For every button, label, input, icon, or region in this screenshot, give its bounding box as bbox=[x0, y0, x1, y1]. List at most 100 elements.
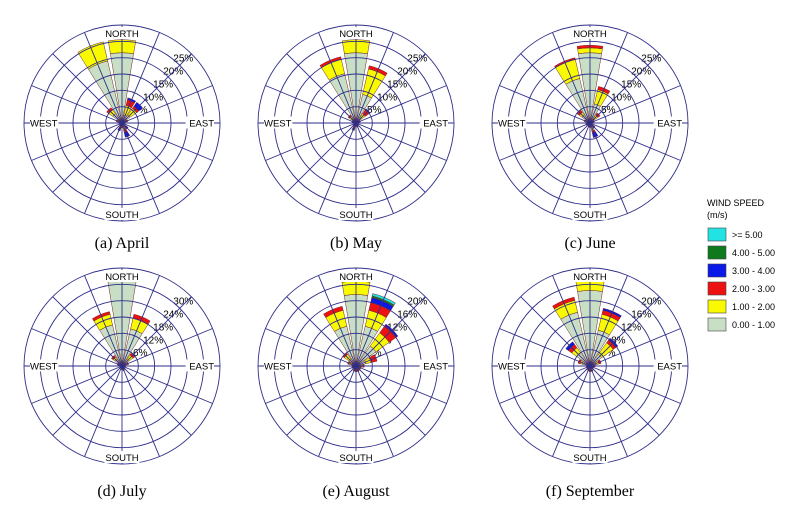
grid-spoke bbox=[121, 275, 160, 367]
grid-spoke bbox=[286, 365, 357, 436]
direction-label: WEST bbox=[264, 119, 292, 130]
direction-label-bg bbox=[572, 208, 608, 220]
grid-spoke bbox=[499, 365, 591, 404]
grid-spoke bbox=[355, 365, 394, 457]
grid-spoke bbox=[265, 122, 357, 161]
ring-label: 6% bbox=[133, 348, 148, 359]
ring-label: 12% bbox=[143, 335, 163, 346]
ring-label: 30% bbox=[173, 297, 193, 308]
direction-label-bg bbox=[185, 116, 214, 129]
direction-label-bg bbox=[572, 270, 608, 282]
grid-spoke bbox=[499, 122, 591, 161]
ring-label: 20% bbox=[407, 297, 427, 308]
direction-label: EAST bbox=[657, 119, 682, 130]
direction-label: SOUTH bbox=[339, 453, 372, 464]
petal-segment bbox=[77, 41, 108, 70]
direction-label-bg bbox=[498, 116, 527, 129]
panel-caption: (e) August bbox=[322, 483, 390, 500]
direction-label-bg bbox=[338, 27, 374, 39]
grid-spoke bbox=[52, 296, 123, 367]
grid-spoke bbox=[286, 296, 357, 367]
grid-spoke bbox=[318, 365, 357, 457]
direction-label: EAST bbox=[189, 362, 214, 373]
direction-label-bg bbox=[653, 116, 682, 129]
grid-spoke bbox=[552, 122, 591, 214]
legend-label: 2.00 - 3.00 bbox=[732, 284, 775, 294]
grid-spoke bbox=[31, 122, 123, 161]
grid-spoke bbox=[589, 122, 681, 161]
grid-spoke bbox=[499, 328, 591, 367]
legend-swatch bbox=[707, 317, 727, 332]
ring-label: 4% bbox=[601, 348, 616, 359]
grid-spoke bbox=[589, 32, 628, 124]
grid-spoke bbox=[84, 275, 123, 367]
legend-label: 1.00 - 2.00 bbox=[732, 302, 775, 312]
grid-spoke bbox=[52, 53, 123, 124]
grid-spoke bbox=[355, 365, 426, 436]
grid-spoke bbox=[499, 85, 591, 124]
direction-label-bg bbox=[572, 27, 608, 39]
direction-label: SOUTH bbox=[573, 210, 606, 221]
direction-label: NORTH bbox=[105, 272, 139, 283]
grid-spoke bbox=[265, 85, 357, 124]
direction-label: NORTH bbox=[573, 272, 607, 283]
grid-spoke bbox=[589, 53, 660, 124]
legend-swatch bbox=[707, 227, 727, 242]
direction-label-bg bbox=[185, 359, 214, 372]
grid-spoke bbox=[552, 275, 591, 367]
grid-spoke bbox=[355, 122, 426, 193]
grid-spoke bbox=[31, 365, 123, 404]
legend-label: 4.00 - 5.00 bbox=[732, 248, 775, 258]
direction-label-bg bbox=[264, 116, 293, 129]
ring-label: 4% bbox=[367, 348, 382, 359]
ring-label: 25% bbox=[641, 54, 661, 65]
grid-spoke bbox=[589, 365, 628, 457]
ring-label: 5% bbox=[601, 105, 616, 116]
direction-label-bg bbox=[338, 208, 374, 220]
grid-spoke bbox=[286, 53, 357, 124]
ring-label: 15% bbox=[621, 79, 641, 90]
legend-title: WIND SPEED bbox=[707, 198, 765, 208]
direction-label: NORTH bbox=[105, 29, 139, 40]
grid-spoke bbox=[355, 275, 394, 367]
ring-label: 5% bbox=[133, 105, 148, 116]
grid-spoke bbox=[84, 122, 123, 214]
grid-spoke bbox=[318, 275, 357, 367]
ring-label: 25% bbox=[407, 54, 427, 65]
grid-spoke bbox=[265, 328, 357, 367]
direction-label: NORTH bbox=[573, 29, 607, 40]
grid-spoke bbox=[121, 328, 213, 367]
grid-spoke bbox=[520, 53, 591, 124]
grid-spoke bbox=[121, 122, 192, 193]
direction-label: EAST bbox=[423, 362, 448, 373]
grid-spoke bbox=[286, 122, 357, 193]
direction-label-bg bbox=[498, 359, 527, 372]
legend-label: 3.00 - 4.00 bbox=[732, 266, 775, 276]
direction-label: WEST bbox=[498, 362, 526, 373]
direction-label-bg bbox=[338, 270, 374, 282]
grid-spoke bbox=[589, 275, 628, 367]
ring-label: 15% bbox=[153, 79, 173, 90]
panel-caption: (d) July bbox=[97, 483, 146, 500]
grid-spoke bbox=[520, 296, 591, 367]
legend-swatch bbox=[707, 281, 727, 296]
grid-spoke bbox=[121, 365, 192, 436]
grid-spoke bbox=[589, 365, 660, 436]
grid-spoke bbox=[265, 365, 357, 404]
grid-spoke bbox=[589, 122, 660, 193]
direction-label-bg bbox=[30, 359, 59, 372]
direction-label-bg bbox=[104, 451, 140, 463]
direction-label: WEST bbox=[264, 362, 292, 373]
ring-label: 18% bbox=[153, 322, 173, 333]
grid-spoke bbox=[552, 365, 591, 457]
direction-label: NORTH bbox=[339, 29, 373, 40]
direction-label-bg bbox=[572, 451, 608, 463]
direction-label-bg bbox=[104, 27, 140, 39]
grid-spoke bbox=[121, 296, 192, 367]
grid-spoke bbox=[355, 328, 447, 367]
